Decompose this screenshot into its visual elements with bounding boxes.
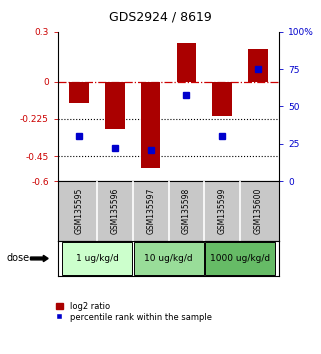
Text: GSM135596: GSM135596	[110, 188, 119, 234]
Bar	[248, 49, 268, 82]
Text: 10 ug/kg/d: 10 ug/kg/d	[144, 254, 193, 263]
Text: GSM135598: GSM135598	[182, 188, 191, 234]
Bar	[69, 82, 89, 103]
Bar	[177, 42, 196, 82]
Legend: log2 ratio, percentile rank within the sample: log2 ratio, percentile rank within the s…	[56, 302, 212, 321]
Text: dose: dose	[6, 253, 30, 263]
Text: 1 ug/kg/d: 1 ug/kg/d	[76, 254, 118, 263]
Bar	[141, 82, 160, 168]
Text: GSM135597: GSM135597	[146, 188, 155, 234]
Bar	[105, 82, 125, 129]
Text: GSM135600: GSM135600	[253, 188, 262, 234]
Text: GSM135599: GSM135599	[218, 188, 227, 234]
Text: GDS2924 / 8619: GDS2924 / 8619	[109, 10, 212, 23]
Bar	[134, 242, 204, 275]
Bar	[62, 242, 132, 275]
Bar	[205, 242, 275, 275]
Text: 1000 ug/kg/d: 1000 ug/kg/d	[210, 254, 270, 263]
Bar	[212, 82, 232, 116]
Text: GSM135595: GSM135595	[75, 188, 84, 234]
